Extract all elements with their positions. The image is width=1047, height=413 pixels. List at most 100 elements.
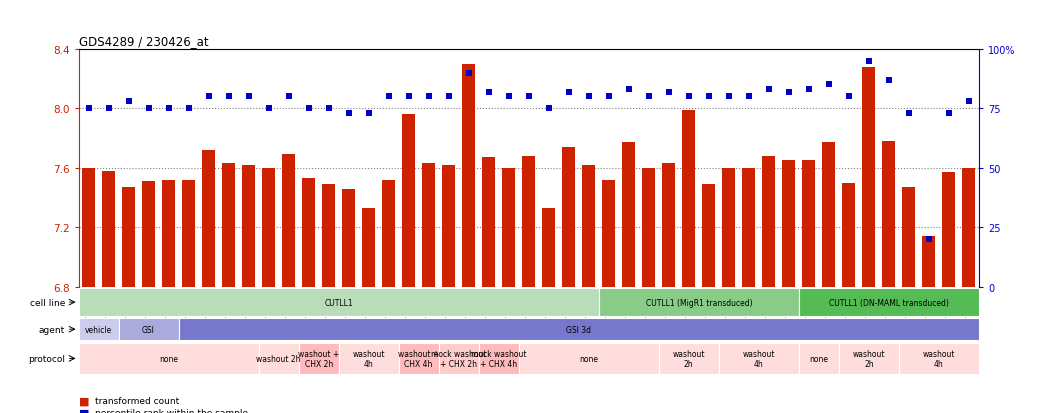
Point bbox=[240, 94, 257, 100]
Bar bbox=[863, 67, 875, 287]
Bar bbox=[602, 180, 616, 287]
Point bbox=[520, 94, 537, 100]
Bar bbox=[703, 185, 715, 287]
Point bbox=[621, 87, 638, 93]
Bar bbox=[303, 179, 315, 287]
Text: ■: ■ bbox=[79, 396, 89, 406]
Bar bbox=[222, 164, 236, 287]
Bar bbox=[899, 343, 979, 374]
Text: washout
2h: washout 2h bbox=[672, 349, 705, 368]
Point bbox=[160, 106, 177, 112]
Text: vehicle: vehicle bbox=[85, 325, 112, 334]
Bar bbox=[262, 169, 275, 287]
Point bbox=[120, 99, 137, 105]
Bar bbox=[442, 166, 455, 287]
Bar bbox=[542, 209, 555, 287]
Bar bbox=[719, 343, 799, 374]
Point bbox=[461, 70, 477, 77]
Bar bbox=[242, 166, 255, 287]
Point bbox=[360, 110, 377, 117]
Point bbox=[481, 89, 497, 96]
Bar bbox=[599, 289, 799, 316]
Text: agent: agent bbox=[39, 325, 65, 334]
Bar bbox=[478, 343, 518, 374]
Text: CUTLL1: CUTLL1 bbox=[325, 298, 353, 307]
Bar bbox=[582, 166, 596, 287]
Text: washout +
CHX 4h: washout + CHX 4h bbox=[398, 349, 440, 368]
Point bbox=[281, 94, 297, 100]
Point bbox=[861, 58, 877, 65]
Point bbox=[681, 94, 697, 100]
Text: washout
4h: washout 4h bbox=[353, 349, 385, 368]
Point bbox=[420, 94, 437, 100]
Bar bbox=[659, 343, 719, 374]
Bar bbox=[182, 180, 195, 287]
Text: washout
2h: washout 2h bbox=[852, 349, 885, 368]
Point bbox=[140, 106, 157, 112]
Point bbox=[821, 82, 838, 88]
Bar bbox=[79, 319, 118, 340]
Bar bbox=[142, 182, 155, 287]
Point bbox=[600, 94, 617, 100]
Bar bbox=[122, 188, 135, 287]
Bar bbox=[322, 185, 335, 287]
Point bbox=[320, 106, 337, 112]
Bar bbox=[79, 289, 599, 316]
Bar bbox=[462, 64, 475, 287]
Bar bbox=[298, 343, 338, 374]
Bar bbox=[962, 169, 976, 287]
Bar bbox=[382, 180, 395, 287]
Text: none: none bbox=[809, 354, 828, 363]
Bar bbox=[422, 164, 436, 287]
Text: transformed count: transformed count bbox=[95, 396, 179, 405]
Bar bbox=[642, 169, 655, 287]
Bar bbox=[799, 343, 839, 374]
Point bbox=[441, 94, 458, 100]
Bar bbox=[118, 319, 179, 340]
Bar bbox=[503, 169, 515, 287]
Text: CUTLL1 (MigR1 transduced): CUTLL1 (MigR1 transduced) bbox=[646, 298, 752, 307]
Text: ■: ■ bbox=[79, 408, 89, 413]
Bar bbox=[162, 180, 175, 287]
Text: GDS4289 / 230426_at: GDS4289 / 230426_at bbox=[79, 36, 208, 48]
Point bbox=[101, 106, 117, 112]
Point bbox=[200, 94, 217, 100]
Bar bbox=[822, 143, 836, 287]
Bar bbox=[399, 343, 439, 374]
Point bbox=[641, 94, 658, 100]
Bar bbox=[802, 161, 816, 287]
Point bbox=[920, 236, 937, 243]
Bar bbox=[683, 110, 695, 287]
Point bbox=[661, 89, 677, 96]
Bar bbox=[79, 343, 259, 374]
Bar bbox=[102, 171, 115, 287]
Point bbox=[841, 94, 857, 100]
Text: none: none bbox=[159, 354, 178, 363]
Bar bbox=[622, 143, 636, 287]
Point bbox=[560, 89, 577, 96]
Bar bbox=[402, 115, 416, 287]
Bar bbox=[843, 183, 855, 287]
Point bbox=[340, 110, 357, 117]
Text: washout
4h: washout 4h bbox=[922, 349, 955, 368]
Bar bbox=[342, 189, 355, 287]
Point bbox=[740, 94, 757, 100]
Point bbox=[801, 87, 818, 93]
Bar bbox=[82, 169, 95, 287]
Point bbox=[81, 106, 97, 112]
Bar bbox=[179, 319, 979, 340]
Point bbox=[940, 110, 957, 117]
Bar bbox=[922, 237, 935, 287]
Bar bbox=[942, 173, 956, 287]
Point bbox=[540, 106, 557, 112]
Text: cell line: cell line bbox=[29, 298, 65, 307]
Point bbox=[720, 94, 737, 100]
Text: percentile rank within the sample: percentile rank within the sample bbox=[95, 408, 248, 413]
Bar bbox=[202, 151, 215, 287]
Text: CUTLL1 (DN-MAML transduced): CUTLL1 (DN-MAML transduced) bbox=[829, 298, 949, 307]
Point bbox=[760, 87, 777, 93]
Bar bbox=[742, 169, 755, 287]
Bar bbox=[762, 157, 776, 287]
Point bbox=[881, 77, 897, 84]
Text: GSI: GSI bbox=[142, 325, 155, 334]
